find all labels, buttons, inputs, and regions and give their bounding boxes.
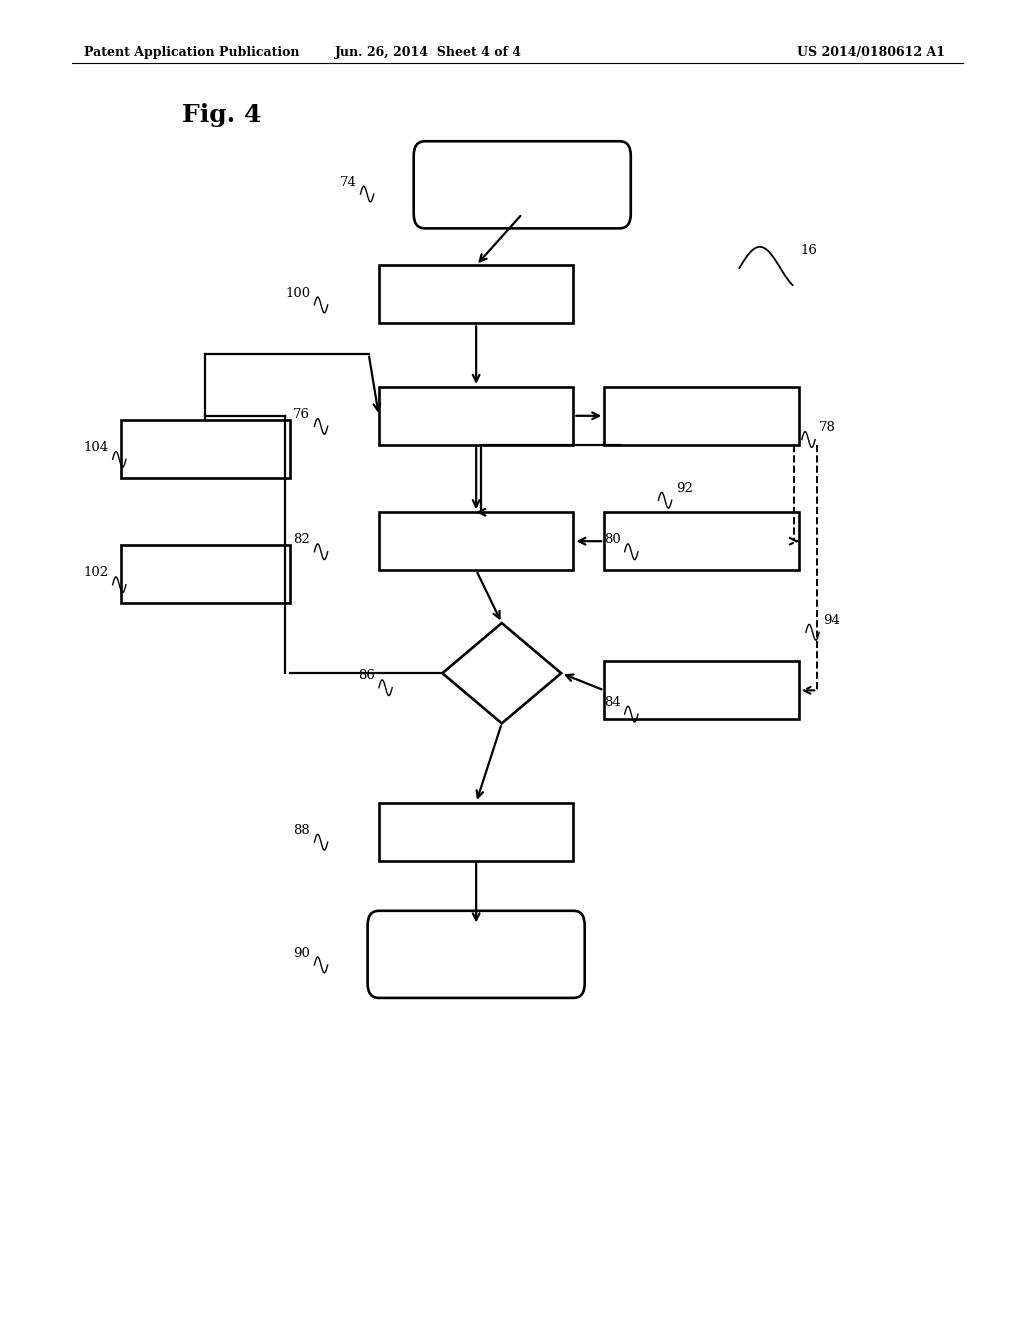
- FancyBboxPatch shape: [414, 141, 631, 228]
- Bar: [379, 512, 573, 570]
- Bar: [604, 512, 799, 570]
- Text: Fig. 4: Fig. 4: [182, 103, 262, 127]
- Text: 84: 84: [604, 696, 621, 709]
- Text: Jun. 26, 2014  Sheet 4 of 4: Jun. 26, 2014 Sheet 4 of 4: [335, 46, 521, 59]
- Bar: [379, 803, 573, 861]
- Text: 104: 104: [83, 441, 109, 454]
- Text: Patent Application Publication: Patent Application Publication: [84, 46, 299, 59]
- Text: 82: 82: [294, 533, 310, 546]
- Text: 78: 78: [819, 421, 836, 434]
- Text: 90: 90: [294, 946, 310, 960]
- Bar: [604, 387, 799, 445]
- Text: 16: 16: [801, 244, 817, 257]
- Text: 86: 86: [358, 669, 375, 682]
- Bar: [604, 661, 799, 719]
- Bar: [121, 420, 290, 478]
- FancyBboxPatch shape: [368, 911, 585, 998]
- Text: 88: 88: [294, 824, 310, 837]
- Bar: [379, 387, 573, 445]
- Bar: [379, 265, 573, 323]
- Bar: [121, 545, 290, 603]
- Text: US 2014/0180612 A1: US 2014/0180612 A1: [797, 46, 945, 59]
- Text: 102: 102: [83, 566, 109, 579]
- Text: 100: 100: [285, 286, 310, 300]
- Polygon shape: [442, 623, 561, 723]
- Text: 80: 80: [604, 533, 621, 546]
- Text: 74: 74: [340, 176, 356, 189]
- Text: 94: 94: [823, 614, 840, 627]
- Text: 76: 76: [293, 408, 310, 421]
- Text: 92: 92: [676, 482, 692, 495]
